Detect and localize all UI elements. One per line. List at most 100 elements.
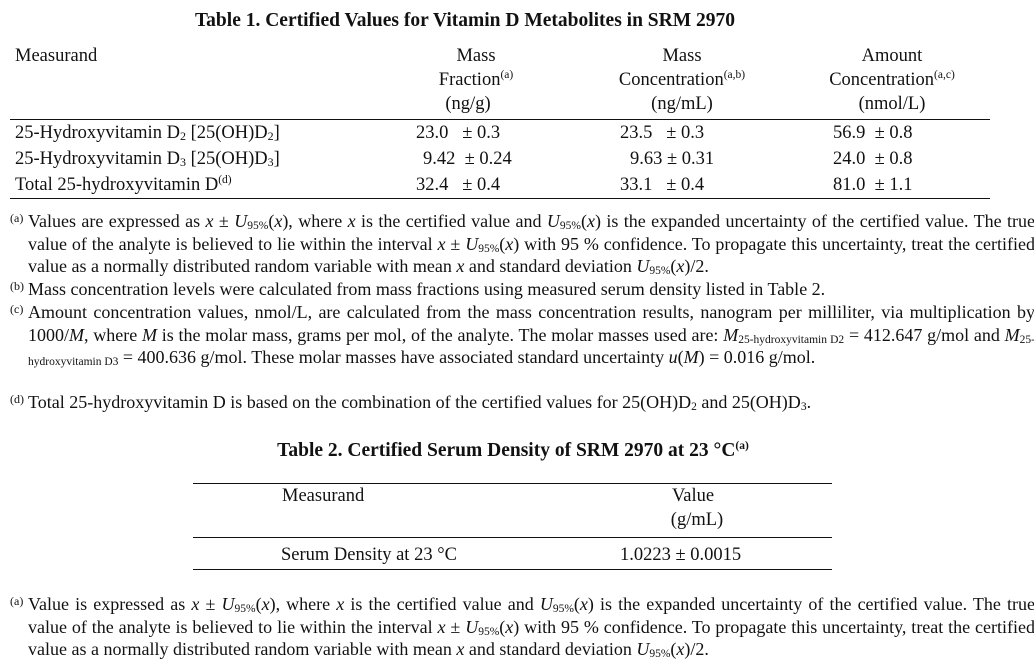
math-symbol: x (456, 639, 465, 659)
subscript: 95% (552, 603, 574, 615)
mass-fraction-value: 9.42 ± 0.24 (423, 149, 512, 169)
footnote-text: Values are expressed as (28, 211, 206, 231)
math-symbol: M (142, 324, 158, 345)
subscript: 2 (267, 129, 274, 143)
footnote: (d) Total 25-hydroxyvitamin D is based on… (10, 392, 812, 413)
footnote-text: ), where (282, 211, 348, 231)
header-line: Concentration(a,c) (829, 69, 955, 91)
math-symbol: x (336, 594, 345, 614)
math-symbol: x (456, 256, 465, 276)
measurand-text: ] (273, 149, 280, 169)
footnote-text: ± (199, 594, 222, 614)
row-measurand: 25-Hydroxyvitamin D3 [25(OH)D3] (15, 149, 280, 170)
subscript: 95% (478, 625, 500, 638)
footnote-text: ) is the expanded uncertainty of the cer… (28, 594, 1034, 637)
subscript: 95% (649, 265, 671, 277)
math-symbol: x (191, 594, 200, 614)
table1-title: Table 1. Certified Values for Vitamin D … (194, 10, 736, 31)
math-symbol: x (261, 594, 270, 614)
footnote-text: ) is the expanded uncertainty of the cer… (28, 211, 1034, 254)
footnote-text: ± (445, 616, 466, 637)
math-symbol: x (579, 594, 588, 614)
math-symbol: U (465, 233, 479, 254)
header-unit: (ng/mL) (651, 94, 713, 114)
footnote-text: ( (581, 211, 587, 231)
header-unit: (ng/g) (445, 94, 491, 114)
math-symbol: x (205, 211, 214, 231)
header-line: Concentration(a,b) (618, 69, 746, 91)
measurand-text: 25-Hydroxyvitamin D (15, 149, 180, 169)
table1-bottom-rule (10, 198, 990, 199)
table2-top-rule (193, 483, 832, 484)
subscript: 95% (478, 242, 500, 255)
footnote-text: ) = 0.016 g/mol. (698, 347, 816, 367)
footnote-text: is the certified value and (344, 594, 540, 614)
header-text: Concentration (618, 70, 724, 90)
footnote-ref: (a,b) (723, 69, 746, 81)
mass-fraction-value: 23.0 ± 0.3 (416, 123, 501, 143)
measurand-text: 25-Hydroxyvitamin D (15, 123, 180, 143)
footnote-text: ± (445, 233, 466, 254)
math-symbol: U (636, 639, 650, 659)
footnote-text: Amount concentration values, nmol/L, are… (28, 302, 1034, 345)
footnote-text: ( (670, 256, 677, 276)
subscript: 95% (649, 648, 671, 660)
row-value: 1.0223 ± 0.0015 (620, 545, 742, 565)
math-symbol: x (347, 211, 356, 231)
math-symbol: x (505, 233, 514, 254)
math-symbol: M (683, 347, 699, 367)
footnote: (a) Values are expressed as x ± U95%(x), … (10, 211, 1034, 277)
footnote-text: ( (573, 594, 580, 614)
math-symbol: U (465, 616, 479, 637)
math-symbol: U (546, 211, 560, 231)
math-symbol: x (505, 616, 514, 637)
row-measurand: Total 25-hydroxyvitamin D(d) (15, 174, 232, 196)
footnote: (c) Amount concentration values, nmol/L, … (10, 302, 1034, 368)
table2-title-text: Table 2. Certified Serum Density of SRM … (277, 440, 736, 461)
table2-col-header-value: Value (671, 486, 715, 506)
footnote-text: )/2. (684, 639, 709, 659)
subscript: 3 (267, 155, 274, 169)
subscript: 95% (247, 220, 269, 232)
footnote-text: , where (84, 324, 143, 345)
footnote-text: ) with 95 % confidence. To propagate thi… (28, 233, 1034, 277)
footnote-ref: (a) (735, 440, 749, 452)
subscript: 95% (559, 220, 581, 232)
subscript: 2 (179, 129, 186, 143)
math-symbol: U (539, 594, 553, 614)
math-symbol: u (668, 347, 678, 367)
math-symbol: U (636, 256, 650, 276)
header-line: Amount (861, 46, 923, 66)
footnote-text: )/2. (684, 256, 709, 276)
footnote-text: ( (677, 347, 684, 367)
footnote-text: and standard deviation (464, 639, 637, 659)
math-symbol: M (69, 324, 85, 345)
header-line: Fraction(a) (439, 69, 513, 91)
header-unit: (nmol/L) (858, 94, 926, 114)
footnote-text: ± (213, 211, 235, 231)
subscript: 3 (179, 155, 186, 169)
table2-title: Table 2. Certified Serum Density of SRM … (0, 440, 1026, 462)
footnote-text: and 25(OH)D (696, 392, 801, 412)
mass-fraction-value: 32.4 ± 0.4 (416, 175, 501, 195)
footnote-text: ( (670, 639, 677, 659)
measurand-text: ] (273, 123, 280, 143)
subscript: 25-hydroxyvitamin D3 (28, 333, 1034, 368)
footnote-text: = 412.647 g/mol and (844, 324, 1005, 345)
math-symbol: x (437, 233, 446, 254)
row-measurand: Serum Density at 23 °C (281, 545, 457, 565)
subscript: 25-hydroxyvitamin D2 (738, 333, 845, 346)
amount-concentration-value: 81.0 ± 1.1 (833, 175, 913, 195)
math-symbol: M (723, 324, 739, 345)
math-symbol: x (274, 211, 283, 231)
measurand-text: [25(OH)D (185, 149, 268, 169)
footnote-ref: (d) (218, 174, 232, 186)
subscript: 95% (234, 603, 256, 615)
subscript: 2 (691, 401, 697, 413)
footnote-text: ( (499, 616, 506, 637)
footnote-text: Mass concentration levels were calculate… (28, 279, 826, 299)
amount-concentration-value: 56.9 ± 0.8 (833, 123, 913, 143)
math-symbol: U (234, 211, 248, 231)
amount-concentration-value: 24.0 ± 0.8 (833, 149, 913, 169)
table2-col-header-unit: (g/mL) (670, 510, 724, 530)
